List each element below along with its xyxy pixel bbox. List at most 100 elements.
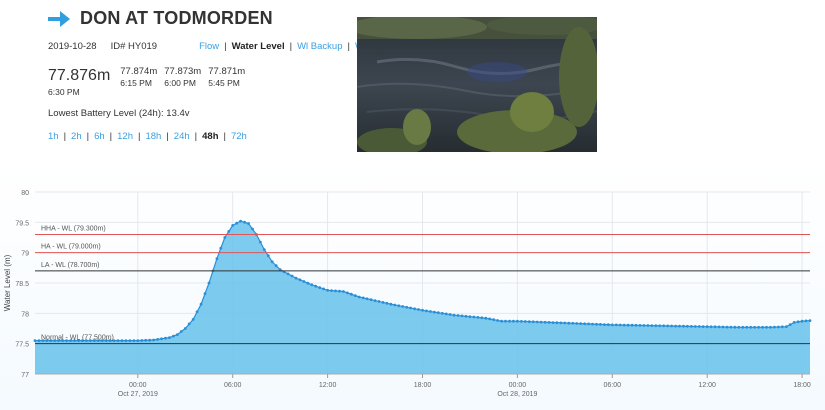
nav-separator: |	[289, 41, 293, 52]
series-point	[464, 314, 468, 318]
series-point	[85, 339, 88, 342]
previous-reading-time: 5:45 PM	[208, 78, 240, 88]
series-point	[112, 339, 116, 342]
series-point	[306, 281, 310, 285]
series-point	[670, 324, 673, 328]
series-point	[646, 324, 650, 327]
series-point	[290, 274, 294, 278]
series-point	[733, 325, 737, 329]
series-point	[179, 330, 183, 333]
previous-reading-value: 77.871m	[208, 66, 246, 77]
series-point	[73, 339, 76, 342]
series-point	[539, 320, 543, 324]
series-point	[622, 323, 626, 327]
series-area	[35, 221, 810, 374]
current-reading: 77.876m 6:30 PM	[48, 66, 110, 97]
series-point	[160, 337, 163, 341]
series-point	[37, 339, 41, 342]
nav-water-level-link[interactable]: Water Level	[231, 41, 285, 52]
series-point	[658, 324, 662, 328]
series-point	[626, 323, 630, 327]
series-point	[369, 298, 373, 302]
series-point	[761, 325, 764, 329]
range-18h-link[interactable]: 18h	[145, 131, 162, 142]
y-tick-label: 78.5	[15, 281, 29, 288]
series-point	[448, 313, 452, 316]
series-point	[353, 294, 357, 297]
range-separator: |	[223, 131, 226, 142]
series-point	[725, 325, 729, 329]
range-6h-link[interactable]: 6h	[94, 131, 105, 142]
series-point	[389, 302, 393, 306]
nav-wl-backup-link[interactable]: Wl Backup	[297, 41, 343, 52]
x-tick-date-label: Oct 27, 2019	[118, 391, 158, 398]
series-point	[796, 320, 800, 324]
series-point	[243, 220, 247, 224]
series-point	[251, 227, 254, 231]
range-2h-link[interactable]: 2h	[71, 131, 82, 142]
range-72h-link[interactable]: 72h	[230, 131, 247, 142]
series-point	[69, 339, 72, 342]
series-point	[496, 319, 499, 322]
river-camera-image	[357, 17, 597, 152]
series-point	[523, 320, 527, 323]
y-tick-label: 79.5	[15, 220, 29, 227]
series-point	[591, 322, 594, 326]
range-48h-link[interactable]: 48h	[202, 131, 219, 142]
nav-separator: |	[224, 41, 227, 52]
station-meta: 2019-10-28 ID# HY019 Flow | Water Level …	[48, 41, 367, 52]
current-reading-value: 77.876m	[48, 67, 111, 84]
series-point	[468, 315, 472, 319]
nav-flow-link[interactable]: Flow	[199, 41, 220, 52]
series-point	[342, 290, 345, 293]
series-point	[543, 320, 547, 324]
series-point	[164, 336, 167, 340]
series-point	[606, 323, 610, 327]
series-point	[144, 338, 148, 342]
series-point	[132, 339, 136, 342]
series-point	[500, 319, 503, 323]
series-point	[199, 302, 203, 306]
series-point	[674, 324, 677, 328]
arrow-right-icon	[48, 10, 70, 27]
series-point	[476, 316, 480, 319]
series-point	[444, 312, 448, 316]
range-12h-link[interactable]: 12h	[117, 131, 133, 142]
previous-reading: 77.871m 5:45 PM	[208, 66, 245, 89]
series-point	[172, 334, 175, 338]
series-point	[148, 338, 152, 342]
series-point	[508, 319, 511, 323]
threshold-label: HA - WL (79.000m)	[41, 244, 101, 251]
series-point	[769, 325, 772, 329]
range-separator: |	[194, 131, 198, 142]
series-point	[57, 339, 61, 342]
series-point	[693, 325, 697, 328]
series-point	[678, 324, 681, 328]
series-point	[381, 301, 385, 304]
series-point	[128, 339, 132, 342]
series-point	[630, 323, 634, 327]
series-point	[717, 325, 721, 329]
series-point	[195, 310, 199, 314]
previous-reading-value: 77.873m	[164, 66, 202, 77]
series-point	[385, 301, 389, 305]
series-point	[753, 325, 756, 329]
range-1h-link[interactable]: 1h	[48, 131, 59, 142]
series-point	[488, 317, 492, 321]
series-point	[808, 319, 812, 322]
series-point	[302, 280, 306, 283]
series-point	[579, 322, 583, 325]
series-point	[512, 319, 515, 323]
series-point	[314, 284, 318, 288]
series-point	[800, 319, 804, 323]
series-point	[41, 339, 45, 342]
series-point	[104, 339, 108, 342]
series-point	[191, 318, 195, 321]
series-point	[773, 325, 776, 329]
series-point	[156, 338, 160, 341]
range-24h-link[interactable]: 24h	[173, 131, 190, 142]
series-point	[713, 325, 717, 329]
series-point	[492, 318, 496, 322]
series-point	[377, 300, 381, 303]
series-point	[270, 260, 274, 264]
